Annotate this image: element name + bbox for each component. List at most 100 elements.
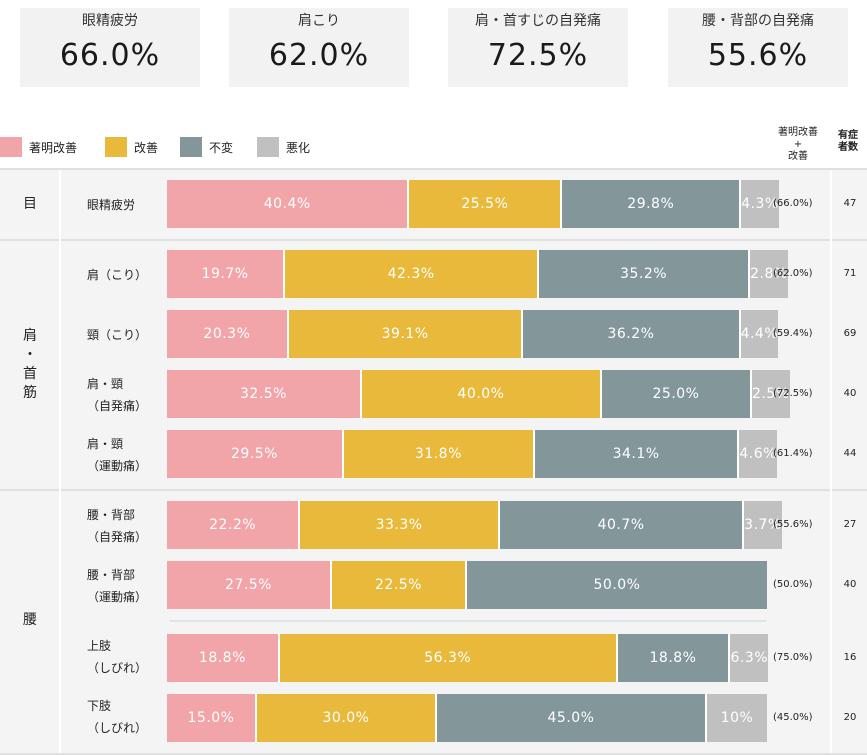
segment-worsened: 4.4% <box>740 310 779 358</box>
row-label-line: 眼精疲労 <box>87 198 136 212</box>
segment-marked-improvement: 27.5% <box>167 561 332 609</box>
total-value: (72.5%) <box>773 388 813 399</box>
segment-value-label: 36.2% <box>607 326 655 342</box>
row-label-line: （運動痛） <box>87 590 148 604</box>
legend-label: 悪化 <box>286 140 311 155</box>
row-label-line: 頸（こり） <box>87 328 148 342</box>
segment-unchanged: 18.8% <box>617 634 731 682</box>
segment-unchanged: 45.0% <box>437 694 707 742</box>
summary-card-label: 眼精疲労 <box>82 13 138 29</box>
segment-marked-improvement: 32.5% <box>167 370 362 418</box>
total-value: (50.0%) <box>773 579 813 590</box>
summary-card-shoulder-neck-pain: 肩・首すじの自発痛 72.5% <box>448 8 628 87</box>
legend-item-improvement: 改善 <box>105 136 158 158</box>
summary-card-label: 肩こり <box>298 13 340 29</box>
row-label: 肩（こり） <box>87 264 147 286</box>
row-label-line: （自発痛） <box>87 530 148 544</box>
group-label-char: 首 <box>23 366 37 382</box>
legend-swatch <box>257 137 279 157</box>
segment-unchanged: 29.8% <box>562 180 742 228</box>
segment-value-label: 18.8% <box>198 650 246 666</box>
segment-marked-improvement: 22.2% <box>167 501 301 549</box>
legend-item-marked-improvement: 著明改善 <box>0 136 77 158</box>
total-value: (75.0%) <box>773 652 813 663</box>
stacked-bar: 40.4% 25.5% 29.8% 4.3% <box>167 180 779 228</box>
stacked-bar: 20.3% 39.1% 36.2% 4.4% <box>167 310 779 358</box>
summary-card-value: 55.6% <box>707 38 809 73</box>
column-divider <box>830 170 832 753</box>
stacked-bar: 19.7% 42.3% 35.2% 2.8% <box>167 250 788 298</box>
segment-value-label: 50.0% <box>593 577 641 593</box>
segment-unchanged: 40.7% <box>499 501 745 549</box>
segment-value-label: 32.5% <box>240 386 287 402</box>
legend-swatch <box>0 137 22 157</box>
segment-value-label: 6.3% <box>730 650 769 666</box>
segment-improvement: 56.3% <box>279 634 618 682</box>
segment-value-label: 22.2% <box>209 517 257 533</box>
total-value: (66.0%) <box>773 198 813 209</box>
symptomatic-count: 69 <box>843 328 857 339</box>
legend-label: 著明改善 <box>29 140 78 155</box>
stacked-bar: 29.5% 31.8% 34.1% 4.6% <box>167 430 777 478</box>
group-label-back: 腰 <box>0 611 60 630</box>
summary-card-value: 66.0% <box>59 38 161 73</box>
segment-value-label: 40.4% <box>263 196 311 212</box>
segment-value-label: 4.4% <box>740 326 779 342</box>
segment-value-label: 25.0% <box>652 386 700 402</box>
segment-marked-improvement: 29.5% <box>167 430 344 478</box>
total-value: (55.6%) <box>773 519 813 530</box>
segment-value-label: 4.3% <box>741 196 779 212</box>
row-label: 下肢 （しびれ） <box>87 695 147 739</box>
divider <box>0 753 867 755</box>
segment-improvement: 40.0% <box>362 370 602 418</box>
row-label: 腰・背部 （運動痛） <box>87 564 147 608</box>
segment-improvement: 30.0% <box>257 694 437 742</box>
row-label: 眼精疲労 <box>87 194 135 216</box>
group-label-char: ・ <box>23 347 37 363</box>
segment-value-label: 45.0% <box>547 710 595 726</box>
segment-marked-improvement: 19.7% <box>167 250 286 298</box>
column-header-total: 著明改善 + 改善 <box>768 127 828 163</box>
column-header-total-line: 改善 <box>788 151 808 162</box>
summary-card-label: 肩・首すじの自発痛 <box>475 13 601 29</box>
row-label-line: 肩（こり） <box>87 268 148 282</box>
divider <box>0 239 867 241</box>
total-value: (45.0%) <box>773 712 813 723</box>
summary-card-value: 72.5% <box>487 38 589 73</box>
symptomatic-count: 44 <box>843 448 857 459</box>
divider <box>0 168 867 170</box>
segment-unchanged: 50.0% <box>467 561 767 609</box>
segment-value-label: 27.5% <box>225 577 272 593</box>
legend-item-worsened: 悪化 <box>257 136 310 158</box>
segment-value-label: 40.0% <box>457 386 505 402</box>
legend-swatch <box>180 137 202 157</box>
segment-worsened: 6.3% <box>730 634 769 682</box>
segment-value-label: 29.8% <box>627 196 675 212</box>
divider <box>0 489 867 491</box>
summary-card-value: 62.0% <box>268 38 370 73</box>
legend-label: 改善 <box>134 140 159 155</box>
group-label-char: 腰 <box>23 612 37 628</box>
segment-unchanged: 25.0% <box>602 370 752 418</box>
row-label: 肩・頸 （自発痛） <box>87 373 147 417</box>
row-label-line: （しびれ） <box>87 721 148 735</box>
summary-card-eye-strain: 眼精疲労 66.0% <box>20 8 200 87</box>
stacked-bar: 15.0% 30.0% 45.0% 10% <box>167 694 767 742</box>
segment-value-label: 20.3% <box>203 326 251 342</box>
segment-value-label: 4.6% <box>739 446 777 462</box>
segment-unchanged: 35.2% <box>538 250 751 298</box>
segment-marked-improvement: 18.8% <box>167 634 280 682</box>
segment-value-label: 35.2% <box>620 266 668 282</box>
segment-value-label: 33.3% <box>375 517 423 533</box>
column-header-n: 有症 者数 <box>831 130 865 154</box>
row-label-line: 上肢 <box>87 639 112 653</box>
row-label: 腰・背部 （自発痛） <box>87 504 147 548</box>
column-header-n-line: 有症 <box>838 130 858 141</box>
symptomatic-count: 16 <box>843 652 857 663</box>
column-divider <box>59 170 61 753</box>
row-divider <box>169 620 767 622</box>
segment-improvement: 33.3% <box>300 501 500 549</box>
legend-swatch <box>105 137 127 157</box>
segment-unchanged: 34.1% <box>534 430 740 478</box>
segment-value-label: 25.5% <box>461 196 509 212</box>
